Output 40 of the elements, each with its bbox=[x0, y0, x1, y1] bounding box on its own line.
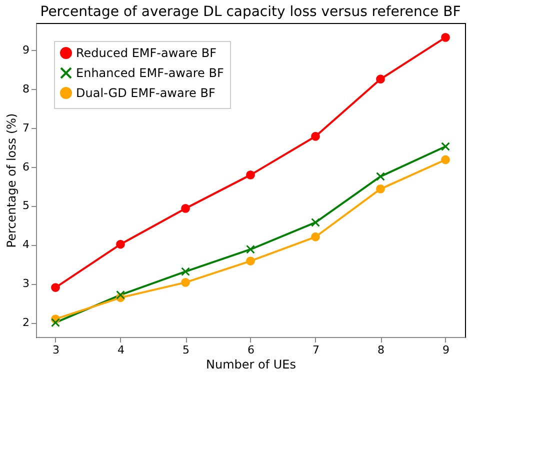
point bbox=[116, 240, 125, 249]
point bbox=[116, 290, 125, 300]
legend-label: Dual-GD EMF-aware BF bbox=[76, 86, 216, 100]
chart-title: Percentage of average DL capacity loss versus reference BF bbox=[40, 4, 461, 20]
point bbox=[441, 142, 450, 151]
point bbox=[376, 74, 385, 84]
point bbox=[246, 170, 255, 180]
point bbox=[181, 278, 190, 287]
y-axis-title: Percentage of loss (%) bbox=[4, 113, 18, 248]
x-tick-label: 8 bbox=[378, 344, 384, 356]
x-tick-label: 4 bbox=[118, 344, 124, 356]
point bbox=[181, 267, 190, 276]
point bbox=[246, 244, 255, 254]
y-tick-label: 4 bbox=[22, 238, 30, 252]
point bbox=[376, 184, 385, 194]
y-tick-label: 3 bbox=[22, 277, 30, 290]
x-tick-label: 9 bbox=[442, 344, 450, 356]
x-tick-label: 6 bbox=[248, 344, 254, 356]
point bbox=[246, 256, 255, 266]
point bbox=[376, 172, 385, 181]
x-tick-label: 7 bbox=[312, 344, 320, 356]
point bbox=[51, 318, 60, 328]
point bbox=[311, 132, 320, 141]
x-tick-label: 5 bbox=[182, 344, 190, 356]
legend-label: Reduced EMF-aware BF bbox=[76, 46, 217, 60]
y-tick-label: 6 bbox=[22, 160, 30, 174]
x-axis-title: Number of UEs bbox=[206, 358, 296, 372]
y-tick-label: 7 bbox=[22, 121, 30, 134]
y-tick-label: 5 bbox=[22, 199, 30, 212]
point bbox=[441, 32, 450, 42]
point bbox=[181, 204, 190, 213]
point bbox=[311, 218, 320, 227]
y-tick-label: 9 bbox=[22, 43, 30, 56]
point bbox=[311, 232, 320, 242]
y-tick-label: 2 bbox=[22, 316, 30, 330]
legend-label: Enhanced EMF-aware BF bbox=[76, 66, 224, 80]
point bbox=[51, 283, 60, 292]
point bbox=[441, 155, 450, 164]
x-tick-label: 3 bbox=[52, 344, 60, 356]
y-tick-label: 8 bbox=[22, 82, 30, 96]
